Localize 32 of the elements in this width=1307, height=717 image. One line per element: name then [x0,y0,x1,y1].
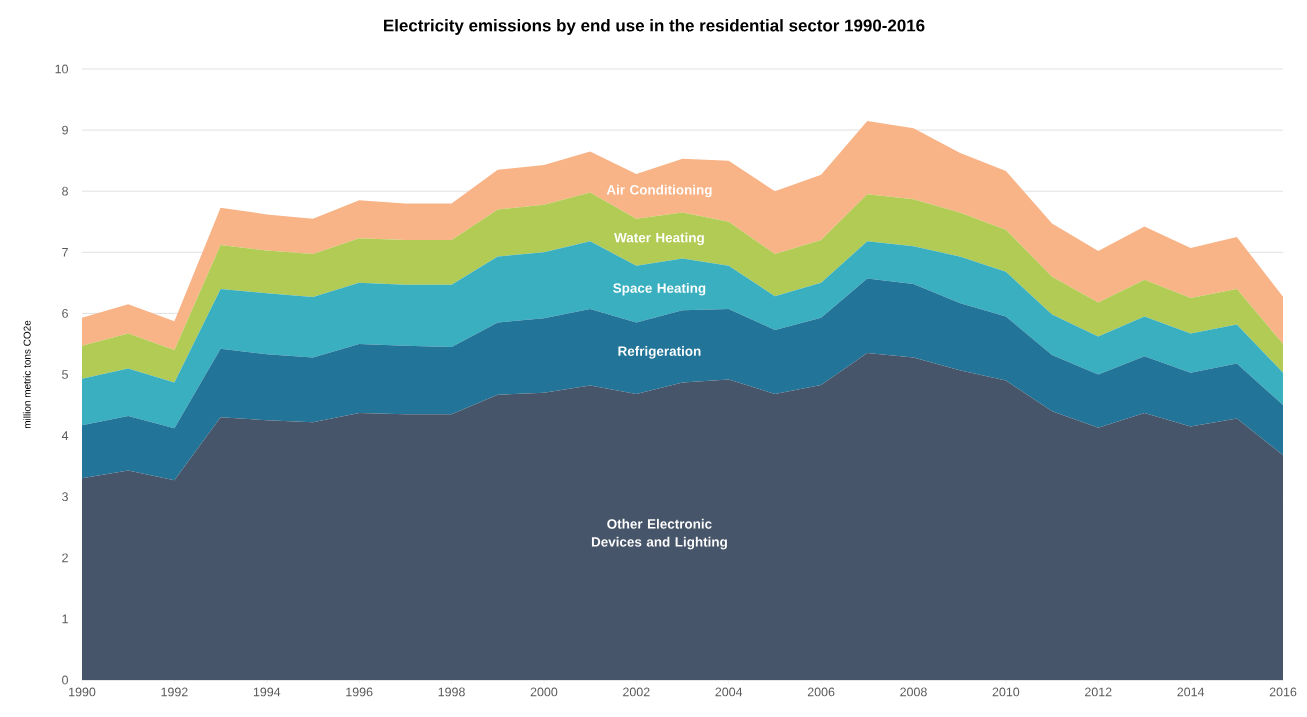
x-tick-label: 2008 [900,687,927,697]
y-tick-label: 4 [61,431,69,440]
x-tick-label: 1996 [346,687,373,697]
y-tick-label: 8 [62,186,68,196]
x-tick-label: 1998 [438,687,465,697]
x-tick-label: 2014 [1177,687,1205,697]
y-tick-label: 10 [55,64,69,74]
chart-title: Electricity emissions by end use in the residential sector 1990-2016 [384,19,925,35]
series-label: Water Heating [614,232,704,246]
y-tick-label: 3 [62,492,68,502]
x-tick-label: 1992 [161,687,188,697]
series-label: Refrigeration [618,346,701,359]
y-tick-label: 2 [62,553,68,563]
series-label: Air Conditioning [606,184,712,198]
y-tick-label: 9 [62,125,68,135]
series-label: Space Heating [613,282,706,296]
x-tick-label: 2000 [530,687,558,697]
y-tick-label: 0 [62,675,69,685]
y-tick-label: 6 [62,308,68,318]
x-tick-label: 2002 [623,687,650,697]
y-tick-label: 1 [62,614,68,624]
x-tick-label: 2006 [807,687,835,697]
x-tick-label: 1990 [69,687,96,697]
y-tick-label: 5 [62,370,68,379]
series-label: Other Electronic Devices and Lighting [591,518,727,550]
y-axis-title: million metric tons CO2e [23,320,31,429]
x-tick-label: 2016 [1269,687,1297,697]
x-tick-label: 2010 [992,687,1020,697]
x-tick-label: 1994 [253,687,281,697]
x-tick-label: 2004 [715,687,743,697]
y-tick-label: 7 [62,248,68,257]
x-tick-label: 2012 [1085,687,1112,697]
